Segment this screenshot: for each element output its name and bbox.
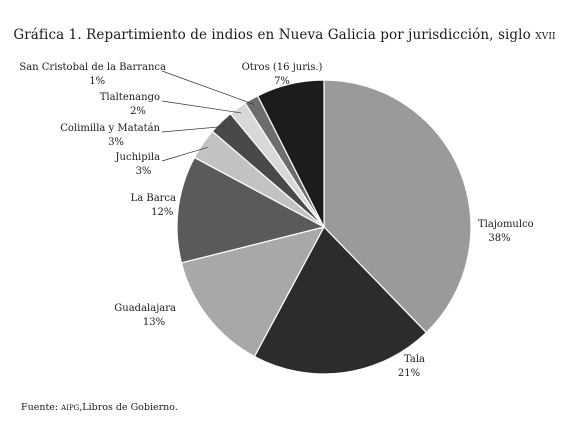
slice-labels: Tlajomulco 38% Tala 21% Guadalajara 13% La Bar… <box>19 62 533 379</box>
pie-slice-tlajomulco <box>323 79 472 334</box>
slice-value-tlajomulco: 38% <box>488 233 510 244</box>
pie-slice-tala <box>253 225 428 375</box>
slice-label-colimilla-y-matatan: Colimilla y Matatán <box>60 123 160 134</box>
leader-line-san-cristobal-de-la-barranca <box>161 70 255 105</box>
source-prefix: Fuente: <box>21 402 59 413</box>
pie-slice-guadalajara <box>180 226 326 358</box>
slice-label-guadalajara: Guadalajara <box>114 303 176 314</box>
slice-label-juchipila: Juchipila <box>115 152 160 163</box>
slice-label-san-cristobal-de-la-barranca: San Cristobal de la Barranca <box>19 62 166 73</box>
slice-value-tala: 21% <box>398 368 420 379</box>
slice-value-otros-16-juris: 7% <box>274 76 290 87</box>
pie-slice-otros-16-juris <box>256 79 325 228</box>
slice-label-tlajomulco: Tlajomulco <box>478 219 534 230</box>
chart-title-text: Gráfica 1. Repartimiento de indios en Nu… <box>13 27 531 43</box>
pie-slice-la-barca <box>176 156 326 264</box>
slice-value-juchipila: 3% <box>136 166 152 177</box>
chart-title-century: xvii <box>535 27 556 43</box>
slice-label-la-barca: La Barca <box>131 193 176 204</box>
slice-value-colimilla-y-matatan: 3% <box>108 137 124 148</box>
slice-value-la-barca: 12% <box>151 207 173 218</box>
leader-line-colimilla-y-matatan <box>161 126 226 133</box>
chart-title: Gráfica 1. Repartimiento de indios en Nu… <box>0 27 569 43</box>
source-text: ,Libros de Gobierno. <box>79 402 178 413</box>
source-note: Fuente: aipg,Libros de Gobierno. <box>21 402 178 413</box>
slice-label-otros-16-juris: Otros (16 juris.) <box>242 62 323 73</box>
slice-value-guadalajara: 13% <box>143 317 165 328</box>
leader-lines <box>161 70 255 162</box>
source-archive: aipg <box>61 402 80 413</box>
slice-label-tlaltenango: Tlaltenango <box>100 92 160 103</box>
slice-value-tlaltenango: 2% <box>130 106 146 117</box>
slice-value-san-cristobal-de-la-barranca: 1% <box>89 76 105 87</box>
leader-line-tlaltenango <box>161 100 242 114</box>
leader-line-juchipila <box>161 146 208 162</box>
slice-label-tala: Tala <box>404 354 425 365</box>
pie-slices <box>176 79 472 375</box>
